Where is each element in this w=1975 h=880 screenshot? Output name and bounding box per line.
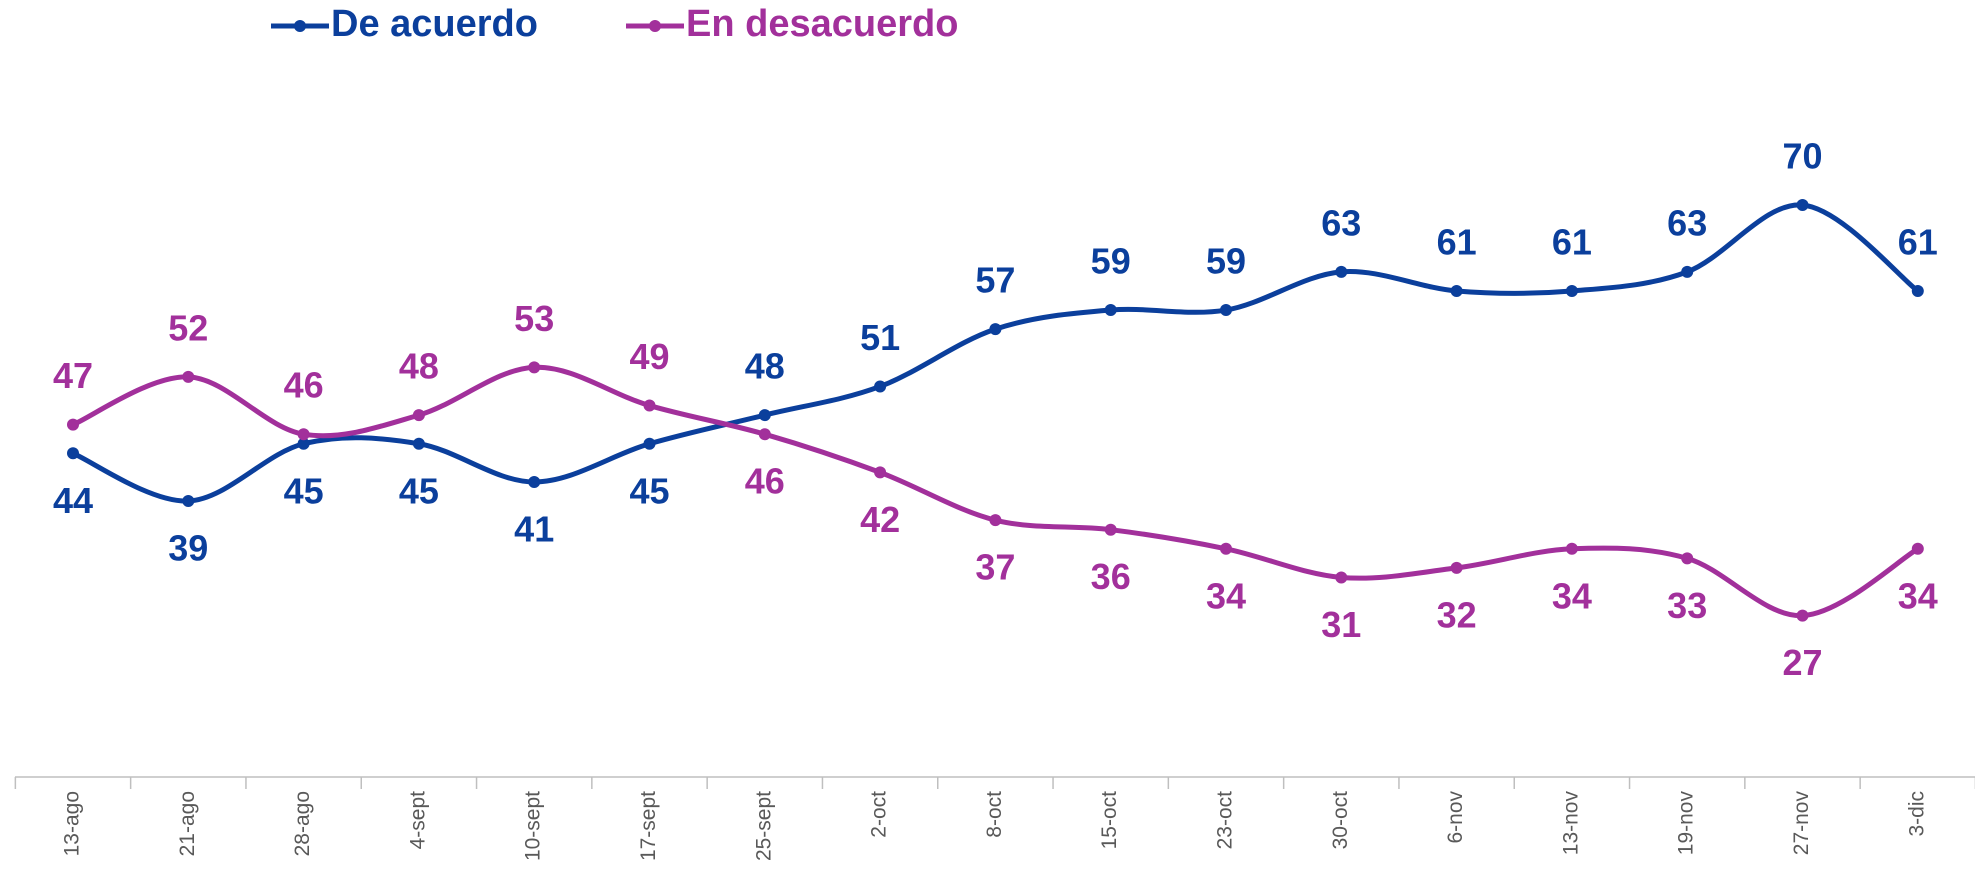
data-label: 44 — [53, 480, 93, 521]
data-label: 34 — [1898, 575, 1938, 616]
data-label: 34 — [1552, 575, 1592, 616]
data-point — [1796, 199, 1809, 211]
data-point — [989, 323, 1002, 336]
x-tick-label: 17-sept — [637, 791, 660, 861]
data-label: 42 — [860, 499, 900, 540]
data-label: 61 — [1898, 221, 1938, 262]
data-label: 34 — [1206, 575, 1246, 616]
data-point — [1565, 542, 1578, 555]
data-point — [643, 399, 656, 412]
data-point — [758, 428, 771, 441]
data-point — [1681, 265, 1694, 278]
data-point — [182, 495, 195, 508]
data-point — [297, 437, 310, 450]
data-label: 33 — [1667, 585, 1707, 626]
series-line — [71, 364, 1920, 619]
data-point — [1911, 284, 1924, 297]
x-tick-label: 28-ago — [291, 791, 314, 856]
data-label: 46 — [284, 365, 324, 406]
data-point — [1565, 284, 1578, 297]
data-point — [412, 409, 425, 422]
data-point — [297, 428, 310, 441]
data-label: 59 — [1091, 241, 1131, 282]
data-point — [874, 466, 887, 479]
x-tick-label: 19-nov — [1675, 791, 1698, 856]
data-point — [1104, 523, 1117, 536]
legend-marker — [294, 20, 306, 32]
data-label: 53 — [514, 298, 554, 339]
data-label: 63 — [1667, 202, 1707, 243]
data-label: 36 — [1091, 556, 1131, 597]
data-point — [989, 514, 1002, 527]
data-label: 51 — [860, 317, 900, 358]
data-point — [528, 475, 541, 488]
data-point — [1911, 542, 1924, 555]
data-point — [1450, 284, 1463, 297]
data-label: 61 — [1552, 221, 1592, 262]
legend-label: En desacuerdo — [686, 3, 958, 45]
data-label: 48 — [745, 346, 785, 387]
data-label: 37 — [975, 547, 1015, 588]
data-label: 63 — [1321, 202, 1361, 243]
x-tick-label: 15-oct — [1098, 791, 1121, 850]
data-label: 39 — [168, 528, 208, 569]
data-label: 45 — [399, 470, 439, 511]
data-label: 41 — [514, 508, 554, 549]
data-point — [1450, 561, 1463, 574]
data-label: 27 — [1782, 642, 1822, 683]
data-point — [758, 409, 771, 422]
legend-marker — [649, 20, 661, 32]
x-tick-label: 25-sept — [752, 791, 775, 861]
data-point — [67, 418, 79, 431]
x-tick-label: 3-dic — [1905, 791, 1928, 837]
x-tick-label: 23-oct — [1214, 791, 1237, 850]
data-point — [874, 380, 887, 393]
data-label: 52 — [168, 307, 208, 348]
data-point — [412, 437, 425, 450]
data-point — [67, 447, 79, 460]
data-label: 45 — [284, 470, 324, 511]
data-point — [1796, 609, 1809, 622]
x-tick-label: 6-nov — [1444, 791, 1467, 844]
series-line — [71, 202, 1920, 504]
data-label: 46 — [745, 461, 785, 502]
data-label: 70 — [1782, 136, 1822, 177]
x-tick-label: 27-nov — [1790, 791, 1813, 856]
x-tick-label: 2-oct — [868, 791, 891, 838]
data-point — [1220, 542, 1232, 555]
data-point — [528, 361, 541, 374]
data-label: 48 — [399, 346, 439, 387]
x-tick-label: 30-oct — [1329, 791, 1352, 850]
data-label: 31 — [1321, 604, 1361, 645]
x-tick-label: 13-ago — [61, 791, 84, 856]
x-tick-label: 8-oct — [983, 791, 1006, 838]
data-point — [1681, 552, 1694, 565]
data-point — [1335, 265, 1348, 278]
data-point — [643, 437, 656, 450]
data-label: 32 — [1437, 594, 1477, 635]
data-label: 59 — [1206, 241, 1246, 282]
data-label: 47 — [53, 355, 93, 396]
x-tick-label: 21-ago — [176, 791, 199, 856]
x-tick-label: 10-sept — [522, 791, 545, 861]
data-point — [182, 370, 195, 383]
data-point — [1104, 304, 1117, 317]
x-tick-label: 13-nov — [1559, 791, 1582, 856]
data-point — [1220, 304, 1232, 317]
legend-label: De acuerdo — [331, 3, 538, 45]
data-label: 61 — [1437, 221, 1477, 262]
x-tick-label: 4-sept — [406, 791, 429, 850]
data-label: 57 — [975, 260, 1015, 301]
data-label: 49 — [629, 336, 669, 377]
data-point — [1335, 571, 1348, 584]
data-label: 45 — [629, 470, 669, 511]
